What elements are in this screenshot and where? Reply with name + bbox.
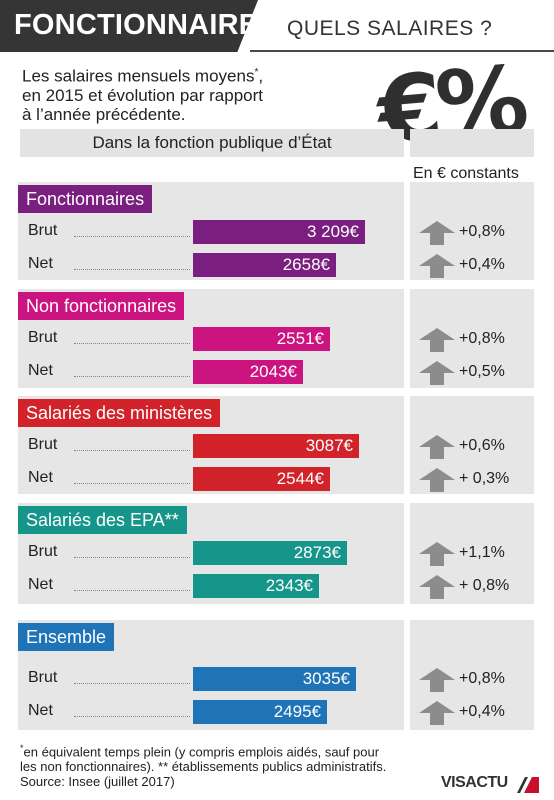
page-title: FONCTIONNAIRES [14,9,278,41]
leader-dots [74,716,190,717]
row-label: Net [28,469,53,486]
subtitle: Les salaires mensuels moyens*, en 2015 e… [22,63,322,124]
leader-dots [74,269,190,270]
section-header-right [410,129,534,157]
salary-bar: 2544€ [193,467,330,491]
footnote-source: Source: Insee (juillet 2017) [20,774,175,790]
up-arrow-icon [419,668,455,692]
up-arrow-icon [419,221,455,245]
subtitle-line1: Les salaires mensuels moyens [22,66,255,86]
row-label: Brut [28,669,58,686]
leader-dots [74,557,190,558]
category-label: Ensemble [18,623,115,651]
up-arrow-icon [419,542,455,566]
section-title: Dans la fonction publique d’État [20,129,404,157]
footnote-line1: en équivalent temps plein (y compris emp… [23,744,380,760]
row-label: Net [28,702,53,719]
unit-label: En € constants [413,165,519,182]
visactu-logo: VISACTU [441,774,541,796]
up-arrow-icon [419,701,455,725]
salary-bar: 2343€ [193,574,319,598]
title-bar: FONCTIONNAIRES QUELS SALAIRES ? [0,0,554,52]
change-value: +0,6% [459,437,505,454]
subtitle-mark: * [254,67,259,78]
category-label: Fonctionnaires [18,185,153,213]
subtitle-line2: en 2015 et évolution par rapport [22,85,264,105]
up-arrow-icon [419,361,455,385]
change-value: + 0,3% [459,470,510,487]
up-arrow-icon [419,435,455,459]
category-label: Salariés des ministères [18,399,221,427]
row-label: Brut [28,436,58,453]
logo-mark-icon [517,777,539,793]
change-value: +0,4% [459,703,505,720]
row-label: Brut [28,543,58,560]
subtitle-line3: à l’année précédente. [22,104,186,124]
salary-bar: 2495€ [193,700,327,724]
salary-bar: 3 209€ [193,220,365,244]
leader-dots [74,376,190,377]
title-box [0,0,258,52]
leader-dots [74,236,190,237]
leader-dots [74,343,190,344]
page-question: QUELS SALAIRES ? [287,17,493,40]
leader-dots [74,683,190,684]
up-arrow-icon [419,468,455,492]
subtitle-line1-end: , [258,66,264,86]
row-label: Net [28,576,53,593]
category-label: Salariés des EPA** [18,506,187,534]
salary-bar: 2658€ [193,253,336,277]
row-label: Net [28,362,53,379]
leader-dots [74,590,190,591]
change-value: +0,8% [459,330,505,347]
salary-bar: 3087€ [193,434,359,458]
up-arrow-icon [419,254,455,278]
change-value: + 0,8% [459,577,510,594]
change-value: +0,8% [459,670,505,687]
leader-dots [74,483,190,484]
salary-bar: 3035€ [193,667,356,691]
footnote-mark: * [20,743,24,753]
leader-dots [74,450,190,451]
change-value: +0,8% [459,223,505,240]
salary-bar: 2551€ [193,327,330,351]
footnote: *en équivalent temps plein (y compris em… [20,741,430,789]
change-value: +0,4% [459,256,505,273]
up-arrow-icon [419,575,455,599]
up-arrow-icon [419,328,455,352]
row-label: Brut [28,329,58,346]
salary-bar: 2873€ [193,541,347,565]
category-label: Non fonctionnaires [18,292,185,320]
footnote-line2: les non fonctionnaires). ** établissemen… [20,759,387,775]
row-label: Brut [28,222,58,239]
logo-text: VISACTU [441,774,508,791]
change-value: +0,5% [459,363,505,380]
change-value: +1,1% [459,544,505,561]
title-underline [250,50,554,52]
salary-bar: 2043€ [193,360,303,384]
row-label: Net [28,255,53,272]
